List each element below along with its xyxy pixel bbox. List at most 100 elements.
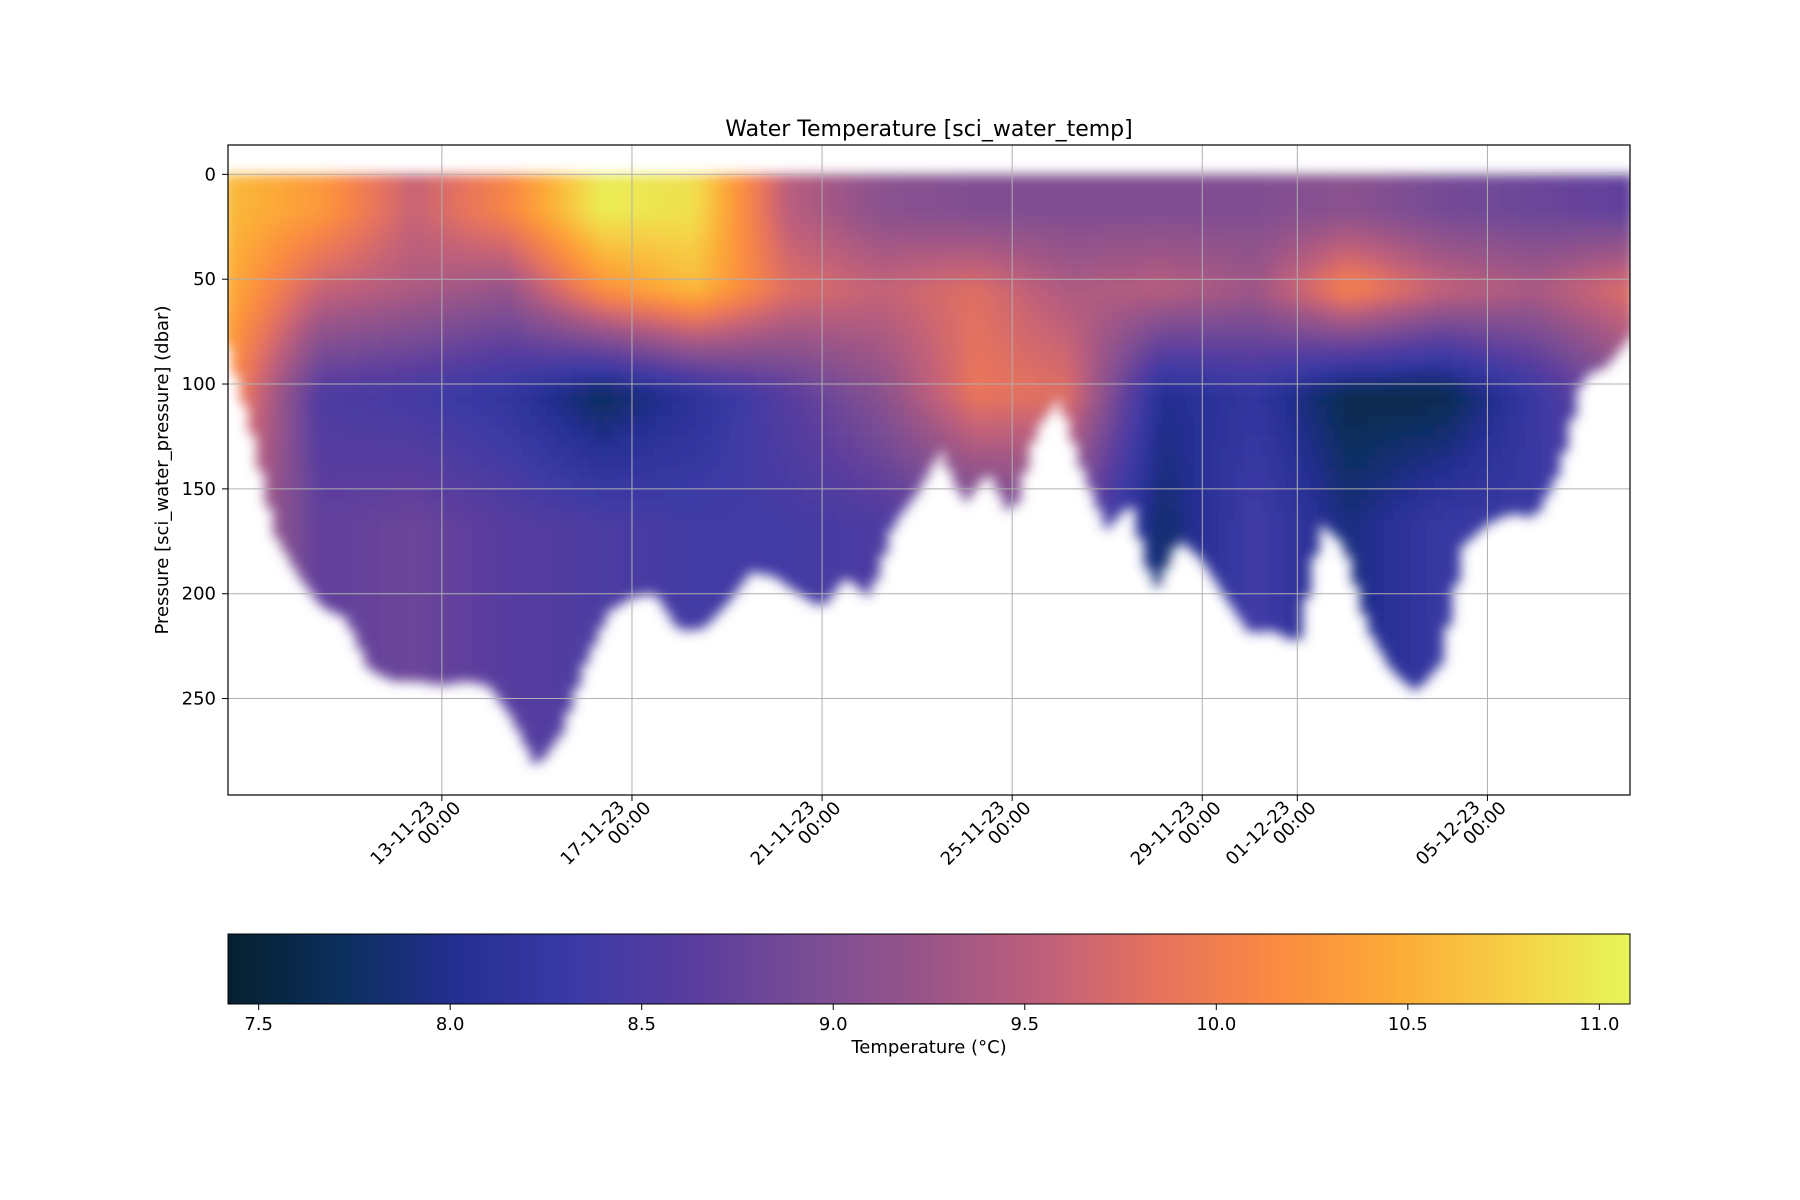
scatter-point bbox=[372, 268, 383, 280]
scatter-point bbox=[662, 331, 673, 343]
scatter-point bbox=[563, 583, 573, 595]
scatter-point bbox=[430, 426, 441, 438]
scatter-point bbox=[812, 258, 822, 270]
scatter-point bbox=[505, 237, 515, 249]
scatter-point bbox=[289, 205, 300, 218]
scatter-point bbox=[604, 405, 615, 417]
scatter-point bbox=[1235, 394, 1245, 406]
scatter-point bbox=[671, 184, 681, 197]
scatter-point bbox=[538, 216, 549, 228]
scatter-point bbox=[339, 509, 349, 522]
scatter-point bbox=[944, 446, 955, 459]
scatter-point bbox=[1202, 558, 1212, 568]
scatter-point bbox=[828, 446, 839, 459]
scatter-point bbox=[256, 237, 266, 249]
scatter-point bbox=[1027, 300, 1038, 312]
scatter-point bbox=[521, 688, 532, 700]
scatter-point bbox=[1027, 184, 1038, 197]
scatter-point bbox=[455, 226, 466, 239]
scatter-point bbox=[563, 488, 573, 501]
scatter-point bbox=[911, 331, 922, 343]
scatter-point bbox=[588, 551, 598, 564]
scatter-point bbox=[228, 289, 233, 301]
scatter-point bbox=[812, 289, 822, 301]
scatter-point bbox=[538, 268, 549, 280]
scatter-point bbox=[845, 373, 855, 385]
scatter-point bbox=[778, 279, 789, 291]
scatter-point bbox=[1135, 467, 1146, 480]
scatter-point bbox=[272, 310, 283, 322]
scatter-point bbox=[729, 184, 739, 197]
scatter-point bbox=[521, 730, 532, 742]
scatter-point bbox=[646, 205, 656, 218]
scatter-point bbox=[1061, 363, 1071, 375]
scatter-point bbox=[455, 509, 466, 522]
scatter-point bbox=[795, 363, 806, 375]
scatter-point bbox=[455, 174, 466, 186]
scatter-point bbox=[1251, 205, 1262, 218]
scatter-point bbox=[588, 446, 598, 459]
scatter-point bbox=[480, 457, 490, 469]
scatter-point bbox=[430, 488, 441, 501]
scatter-point bbox=[812, 394, 822, 406]
scatter-point bbox=[430, 478, 441, 490]
scatter-point bbox=[961, 268, 972, 280]
scatter-point bbox=[1202, 289, 1212, 301]
scatter-point bbox=[1160, 446, 1171, 459]
scatter-point bbox=[696, 373, 706, 385]
scatter-point bbox=[1003, 501, 1013, 511]
scatter-point bbox=[953, 174, 963, 186]
scatter-point bbox=[861, 195, 872, 207]
scatter-point bbox=[762, 457, 773, 469]
scatter-point bbox=[795, 321, 806, 333]
scatter-point bbox=[1119, 247, 1129, 259]
scatter-point bbox=[729, 268, 739, 280]
scatter-point bbox=[961, 226, 972, 239]
scatter-point bbox=[505, 562, 515, 574]
scatter-point bbox=[264, 226, 275, 239]
scatter-point bbox=[555, 436, 565, 448]
scatter-point bbox=[604, 174, 615, 186]
scatter-point bbox=[687, 384, 698, 396]
scatter-point bbox=[604, 247, 615, 259]
scatter-point bbox=[1160, 268, 1171, 280]
scatter-point bbox=[737, 247, 748, 259]
scatter-point bbox=[961, 394, 972, 406]
scatter-point bbox=[496, 530, 507, 543]
scatter-point bbox=[472, 614, 482, 626]
scatter-point bbox=[646, 436, 656, 448]
scatter-point bbox=[1210, 268, 1220, 280]
scatter-point bbox=[231, 300, 242, 312]
scatter-point bbox=[347, 289, 358, 301]
scatter-point bbox=[671, 321, 681, 333]
scatter-point bbox=[1226, 258, 1237, 270]
scatter-point bbox=[795, 446, 806, 459]
scatter-point bbox=[1193, 342, 1204, 354]
scatter-point bbox=[1069, 342, 1079, 354]
scatter-point bbox=[422, 352, 432, 364]
scatter-point bbox=[1044, 384, 1055, 396]
scatter-point bbox=[480, 676, 490, 686]
scatter-point bbox=[563, 467, 573, 480]
scatter-point bbox=[314, 541, 325, 553]
scatter-point bbox=[372, 363, 383, 375]
scatter-point bbox=[778, 530, 789, 543]
scatter-point bbox=[662, 488, 673, 501]
scatter-point bbox=[364, 436, 374, 448]
scatter-point bbox=[911, 205, 922, 218]
scatter-point bbox=[696, 530, 706, 543]
scatter-point bbox=[1193, 237, 1204, 249]
scatter-point bbox=[289, 247, 300, 259]
scatter-point bbox=[364, 457, 374, 469]
scatter-point bbox=[405, 551, 416, 564]
scatter-point bbox=[322, 363, 333, 375]
scatter-point bbox=[613, 216, 623, 228]
scatter-point bbox=[704, 384, 714, 396]
scatter-point bbox=[845, 237, 855, 249]
scatter-point bbox=[355, 436, 366, 448]
scatter-point bbox=[438, 499, 449, 511]
scatter-point bbox=[1202, 174, 1212, 186]
scatter-point bbox=[380, 289, 391, 301]
scatter-point bbox=[463, 583, 474, 595]
scatter-point bbox=[1152, 562, 1162, 574]
